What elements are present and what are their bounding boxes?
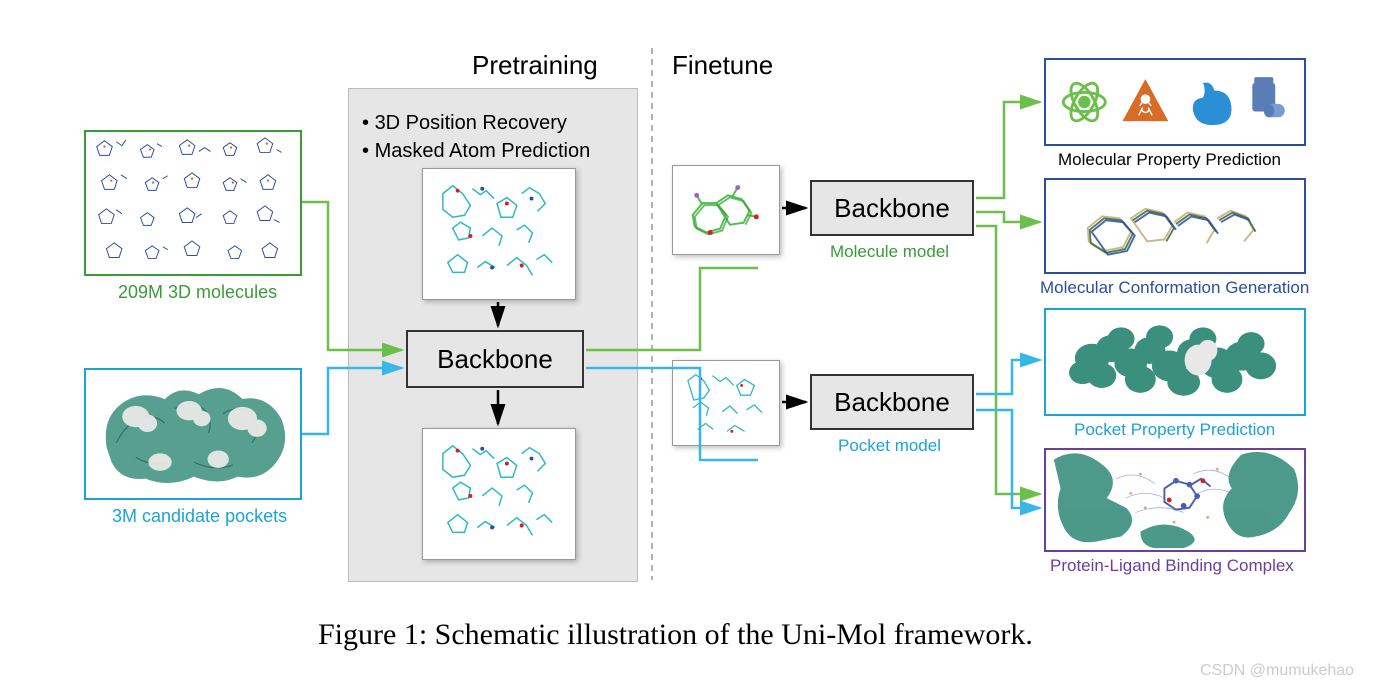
task-plbc-box — [1044, 448, 1306, 552]
pretrain-backbone-label: Backbone — [437, 344, 553, 375]
task-mpp-box — [1044, 58, 1306, 146]
task-mcg-label: Molecular Conformation Generation — [1040, 278, 1309, 298]
finetune-header: Finetune — [672, 50, 773, 81]
bullet-masked-atom: • Masked Atom Prediction — [362, 140, 590, 163]
task-mpp-label: Molecular Property Prediction — [1058, 150, 1281, 170]
task-plbc-label: Protein-Ligand Binding Complex — [1050, 556, 1294, 576]
pretrain-backbone: Backbone — [406, 330, 584, 388]
molecules-input-label: 209M 3D molecules — [118, 282, 277, 303]
pocket-backbone-label: Backbone — [834, 387, 950, 418]
pockets-sketch — [86, 370, 300, 498]
finetune-pocket-image — [672, 360, 780, 446]
pocket-backbone: Backbone — [810, 374, 974, 430]
pretrain-input-image — [422, 168, 576, 300]
pocket-model-label: Pocket model — [838, 436, 941, 456]
figure-caption: Figure 1: Schematic illustration of the … — [318, 618, 1033, 652]
bullet-3d-recovery: • 3D Position Recovery — [362, 112, 567, 135]
molecule-backbone: Backbone — [810, 180, 974, 236]
pretrain-output-image — [422, 428, 576, 560]
pretraining-header: Pretraining — [472, 50, 598, 81]
molecules-input-box — [84, 130, 302, 276]
pockets-input-label: 3M candidate pockets — [112, 506, 287, 527]
molecule-model-label: Molecule model — [830, 242, 949, 262]
task-mcg-box — [1044, 178, 1306, 274]
watermark: CSDN @mumukehao — [1200, 662, 1354, 680]
task-ppp-label: Pocket Property Prediction — [1074, 420, 1275, 440]
pockets-input-box — [84, 368, 302, 500]
task-ppp-box — [1044, 308, 1306, 416]
molecule-backbone-label: Backbone — [834, 193, 950, 224]
finetune-molecule-image — [672, 165, 780, 255]
molecules-sketch — [86, 132, 300, 274]
